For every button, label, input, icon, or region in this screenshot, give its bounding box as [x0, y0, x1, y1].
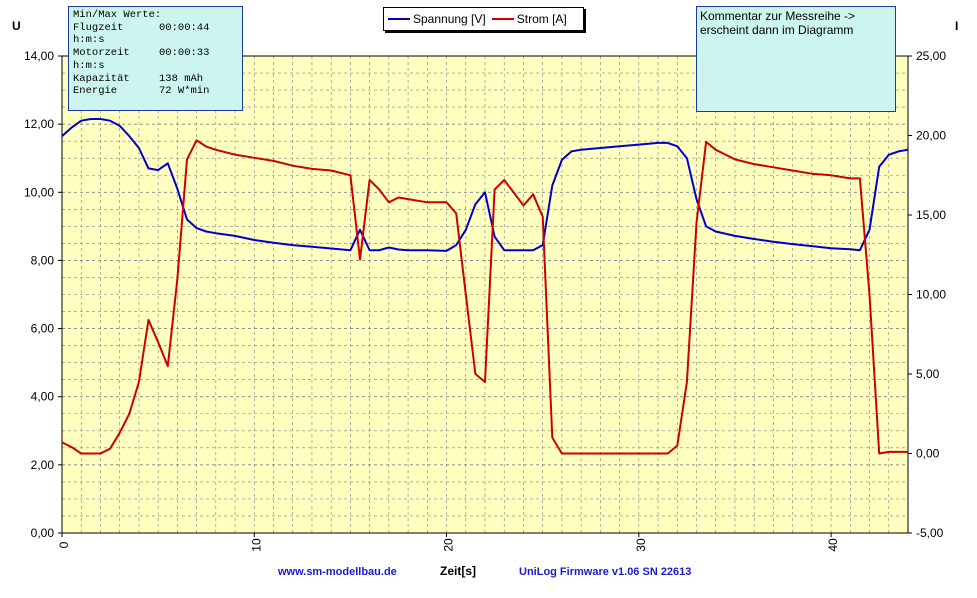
y-right-tick-label: 0,00 — [916, 447, 940, 461]
y-right-tick-label: 5,00 — [916, 367, 940, 381]
y-left-tick-label: 4,00 — [31, 390, 55, 404]
y-left-tick-label: 8,00 — [31, 253, 55, 267]
stats-label: h:m:s — [73, 59, 105, 72]
stats-label: Flugzeit — [73, 21, 124, 34]
stats-box: Min/Max Werte: Flugzeit 00:00:44 h:m:s Moto… — [68, 6, 243, 111]
x-axis-title: Zeit[s] — [440, 564, 476, 578]
x-tick-label: 30 — [634, 538, 648, 552]
y-left-tick-label: 6,00 — [31, 322, 55, 336]
voltage-line — [61, 118, 909, 252]
y-right-tick-label: 20,00 — [916, 129, 946, 143]
x-tick-label: 0 — [57, 541, 71, 548]
series-layer — [61, 118, 909, 455]
stats-label: Energie — [73, 85, 118, 98]
y-left-axis-title: U — [12, 19, 21, 33]
stats-value: 00:00:33 — [159, 47, 210, 60]
y-right-axis-title: I — [955, 19, 958, 33]
footer-website[interactable]: www.sm-modellbau.de — [277, 566, 397, 578]
stats-label: h:m:s — [73, 34, 105, 47]
stats-value: 138 mAh — [159, 72, 204, 85]
stats-label: Kapazität — [73, 72, 130, 85]
legend-item-voltage: Spannung [V] — [388, 12, 486, 26]
y-left-tick-label: 12,00 — [24, 117, 54, 131]
current-line — [61, 139, 908, 455]
legend-label-voltage: Spannung [V] — [413, 12, 486, 26]
stats-row: h:m:s — [73, 60, 238, 73]
legend: Spannung [V] Strom [A] — [383, 7, 584, 31]
stats-row: Energie 72 W*min — [73, 85, 238, 98]
legend-swatch-current — [491, 18, 514, 20]
stats-row: Kapazität 138 mAh — [73, 73, 238, 86]
x-tick-label: 10 — [249, 538, 263, 552]
stats-row: Motorzeit 00:00:33 — [73, 47, 238, 60]
y-right-tick-label: 15,00 — [916, 208, 946, 222]
stats-label: Motorzeit — [73, 47, 130, 60]
comment-box: Kommentar zur Messreihe -> erscheint dan… — [696, 6, 896, 112]
y-right-tick-label: 10,00 — [916, 288, 946, 302]
y-right-tick-label: 25,00 — [916, 49, 946, 63]
legend-label-current: Strom [A] — [516, 12, 567, 26]
footer-firmware: UniLog Firmware v1.06 SN 22613 — [519, 566, 691, 578]
y-left-tick-label: 2,00 — [31, 458, 55, 472]
stats-value: 72 W*min — [159, 85, 210, 98]
y-left-tick-label: 0,00 — [31, 526, 55, 540]
y-right-tick-label: -5,00 — [916, 526, 944, 540]
y-left-tick-label: 10,00 — [24, 185, 54, 199]
stats-rows: Flugzeit 00:00:44 h:m:s Motorzeit 00:00:33 h:… — [73, 22, 238, 98]
x-tick-label: 20 — [442, 538, 456, 552]
stats-row: Flugzeit 00:00:44 — [73, 22, 238, 35]
axes: 0,00 2,00 4,00 6,00 8,00 10,00 12,00 14,00 -5,00… — [24, 49, 946, 552]
stats-value: 00:00:44 — [159, 21, 210, 34]
legend-swatch-voltage — [388, 18, 410, 20]
x-tick-label: 40 — [826, 538, 840, 552]
stats-row: h:m:s — [73, 34, 238, 47]
stats-title: Min/Max Werte: — [73, 9, 162, 21]
y-left-tick-label: 14,00 — [24, 49, 54, 63]
legend-item-current: Strom [A] — [491, 12, 567, 26]
